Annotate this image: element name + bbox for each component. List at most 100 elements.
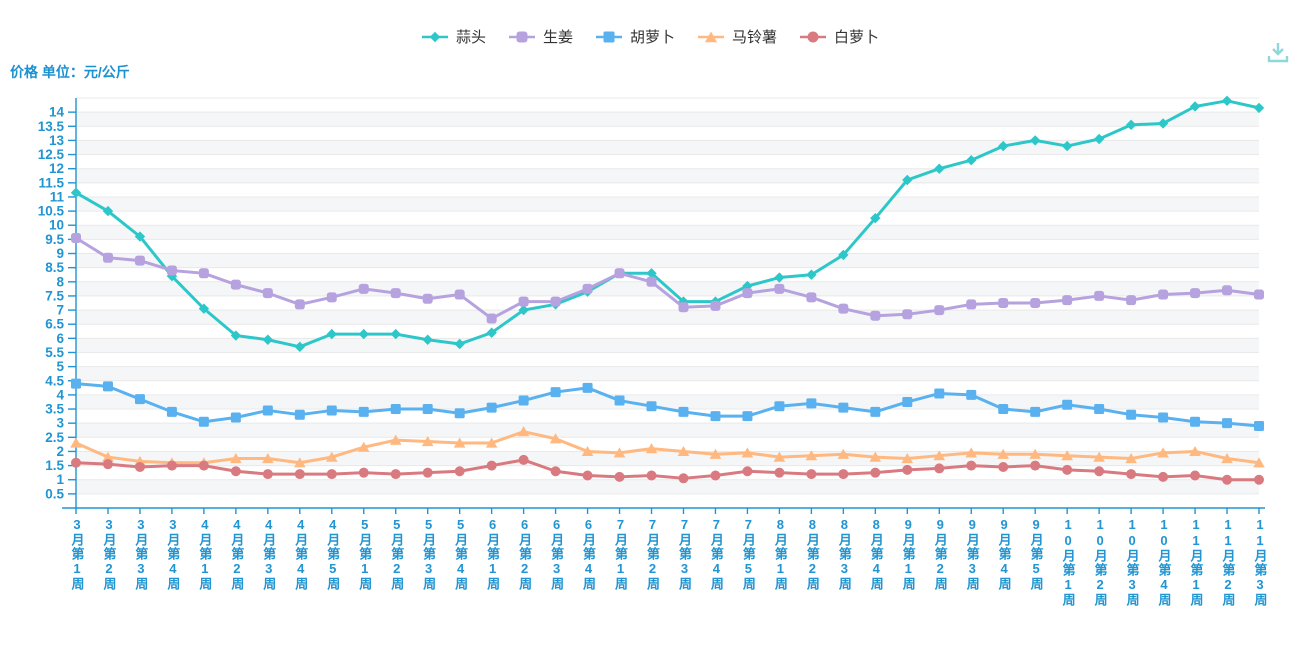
marker [1254, 474, 1264, 485]
marker [1030, 298, 1041, 308]
marker [645, 443, 658, 454]
series-line-白萝卜 [74, 458, 1261, 482]
series-line-胡萝卜 [74, 382, 1261, 428]
marker [134, 231, 146, 242]
y-axis-label: 13 [49, 133, 65, 148]
marker [710, 411, 721, 422]
marker [742, 411, 753, 422]
marker [325, 451, 338, 462]
marker [677, 445, 690, 457]
marker [454, 338, 465, 350]
marker [390, 328, 401, 340]
marker [1190, 288, 1201, 299]
marker [102, 459, 113, 470]
marker [774, 272, 785, 283]
marker [518, 296, 529, 307]
chart-title: 价格 单位：元/公斤 [10, 64, 130, 80]
marker [166, 460, 177, 471]
marker [1126, 409, 1137, 420]
y-axis-label: 10.5 [38, 204, 65, 219]
split-band [76, 168, 1259, 183]
marker [870, 310, 881, 321]
series-line-生姜 [74, 236, 1261, 321]
marker [550, 387, 561, 398]
marker [998, 404, 1009, 415]
legend-item-白萝卜[interactable]: 白萝卜 [799, 26, 879, 47]
marker [230, 330, 242, 341]
marker [678, 302, 689, 313]
marker [613, 447, 626, 458]
marker [1093, 133, 1105, 145]
marker [1125, 453, 1137, 464]
legend-roundRect-icon [508, 31, 535, 42]
marker [742, 466, 753, 477]
marker [389, 434, 402, 445]
marker [262, 405, 273, 416]
marker [1094, 404, 1105, 415]
marker [1126, 469, 1137, 480]
marker [902, 396, 913, 407]
y-axis-label: 2 [56, 444, 64, 459]
marker [582, 382, 593, 393]
marker [742, 280, 753, 292]
legend-rect-icon [595, 31, 622, 42]
marker [134, 462, 145, 472]
y-axis-label: 11 [50, 189, 65, 204]
marker [358, 467, 369, 478]
marker [230, 279, 241, 290]
split-band [76, 479, 1259, 494]
marker [294, 409, 305, 420]
marker [838, 249, 849, 261]
marker [198, 268, 209, 279]
legend-item-生姜[interactable]: 生姜 [508, 26, 573, 47]
marker [870, 406, 881, 417]
marker [966, 389, 977, 400]
marker [806, 269, 817, 280]
marker [869, 451, 882, 462]
marker [486, 460, 497, 471]
marker [1221, 453, 1233, 464]
marker [1157, 118, 1169, 129]
y-axis-label: 9 [56, 246, 64, 261]
marker [709, 448, 722, 459]
marker [134, 255, 145, 266]
marker [1158, 412, 1169, 423]
marker [166, 265, 177, 276]
marker [1157, 447, 1169, 458]
split-band [76, 310, 1259, 325]
marker [518, 304, 529, 316]
marker [965, 447, 978, 458]
marker [166, 270, 178, 282]
marker [1190, 416, 1201, 427]
marker [294, 341, 306, 353]
marker [838, 469, 849, 480]
legend-item-胡萝卜[interactable]: 胡萝卜 [595, 26, 675, 47]
marker [358, 283, 369, 294]
marker [294, 299, 305, 310]
marker [870, 467, 881, 478]
legend-item-马铃薯[interactable]: 马铃薯 [697, 26, 777, 47]
legend-item-蒜头[interactable]: 蒜头 [421, 26, 486, 47]
download-icon[interactable] [1264, 38, 1292, 66]
marker [102, 451, 114, 462]
marker [614, 268, 625, 279]
marker [453, 437, 466, 448]
y-axis-label: 5.5 [45, 345, 64, 360]
marker [1158, 471, 1169, 482]
marker [966, 460, 977, 471]
marker [997, 448, 1010, 459]
marker [357, 441, 370, 452]
marker [1030, 460, 1041, 471]
legend-circle-icon [800, 31, 827, 42]
marker [1062, 399, 1073, 410]
marker [1030, 406, 1041, 417]
marker [774, 283, 785, 294]
marker [1158, 289, 1169, 300]
marker [838, 402, 849, 413]
marker [70, 437, 82, 448]
marker [646, 401, 657, 412]
marker [998, 140, 1009, 152]
marker [1029, 135, 1041, 146]
marker [582, 470, 593, 481]
marker [71, 378, 81, 389]
